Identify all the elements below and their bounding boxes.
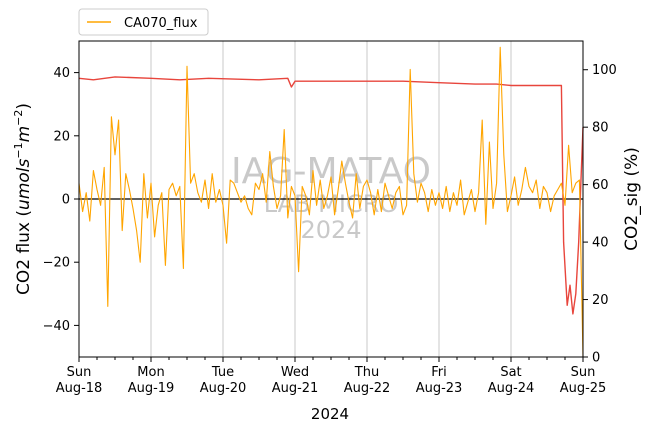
y-left-tick-label: 0 <box>62 193 70 208</box>
x-tick-label-date: Aug-24 <box>488 381 535 396</box>
y-left-tick-label: −20 <box>43 256 70 271</box>
x-tick-label-date: Aug-22 <box>344 381 391 396</box>
x-axis: SunAug-18MonAug-19TueAug-20WedAug-21ThuA… <box>56 357 607 396</box>
x-axis-title: 2024 <box>311 405 349 423</box>
series-co2-sig-line <box>78 76 584 315</box>
x-tick-label-date: Aug-18 <box>56 381 103 396</box>
x-tick-label-weekday: Wed <box>281 365 309 380</box>
x-tick-label-date: Aug-23 <box>416 381 463 396</box>
y-right-tick-label: 20 <box>592 293 609 308</box>
y-right-tick-label: 0 <box>592 351 600 366</box>
x-tick-label-weekday: Sun <box>67 365 92 380</box>
left-y-axis-title: CO2 flux (umols−1m−2) <box>12 103 34 295</box>
legend: CA070_flux <box>78 8 209 36</box>
x-tick-label-date: Aug-20 <box>200 381 247 396</box>
x-tick-label-weekday: Mon <box>137 365 164 380</box>
right-y-axis-title: CO2_sig (%) <box>622 147 642 251</box>
x-tick-label-date: Aug-25 <box>560 381 607 396</box>
watermark-line3: 2024 <box>300 216 361 244</box>
right-y-axis: 0 20 40 60 80 100 <box>583 63 617 366</box>
legend-label-ca070-flux: CA070_flux <box>124 16 198 31</box>
y-right-tick-label: 80 <box>592 121 609 136</box>
y-left-tick-label: −40 <box>43 319 70 334</box>
x-tick-label-weekday: Sat <box>500 365 521 380</box>
x-tick-label-date: Aug-19 <box>128 381 175 396</box>
y-left-tick-label: 20 <box>53 129 70 144</box>
x-tick-label-weekday: Fri <box>431 365 447 380</box>
watermark-line1: IAG-MATAO <box>231 151 431 192</box>
y-right-tick-label: 40 <box>592 236 609 251</box>
series-ca070-flux-line <box>78 46 584 358</box>
legend-box <box>78 8 209 36</box>
y-right-tick-label: 60 <box>592 178 609 193</box>
x-tick-label-date: Aug-21 <box>272 381 319 396</box>
y-right-tick-label: 100 <box>592 63 617 78</box>
x-tick-label-weekday: Sun <box>571 365 596 380</box>
y-left-tick-label: 40 <box>53 66 70 81</box>
x-tick-label-weekday: Tue <box>211 365 234 380</box>
x-tick-label-weekday: Thu <box>354 365 379 380</box>
left-y-axis: −40 −20 0 20 40 <box>43 66 79 334</box>
